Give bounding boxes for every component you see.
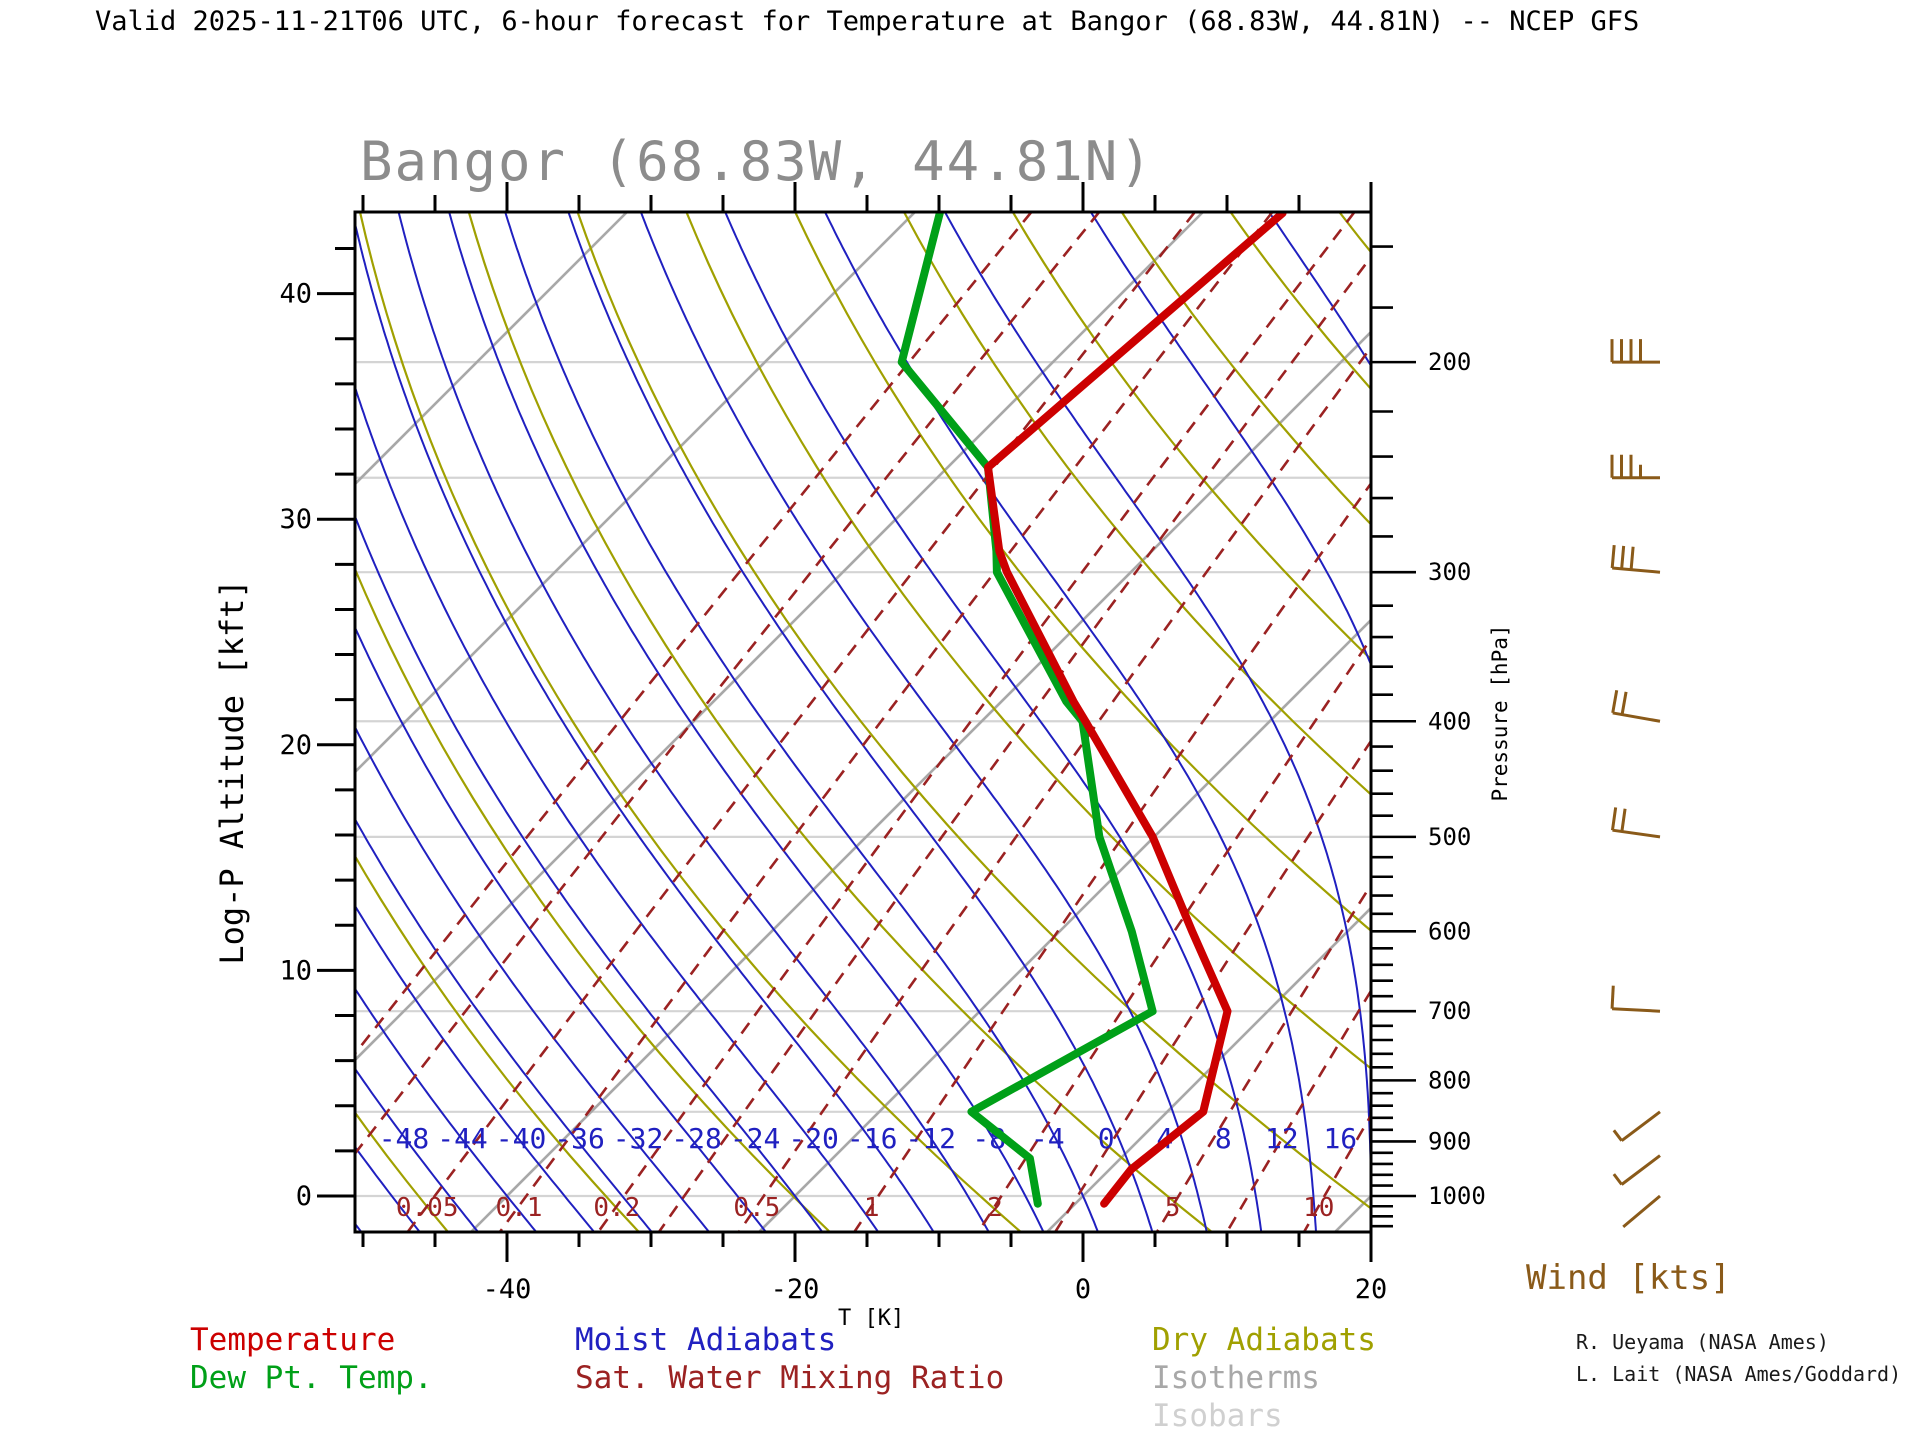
svg-text:0.05: 0.05 <box>396 1193 459 1223</box>
mixing-ratio-lines <box>355 212 1371 1232</box>
svg-text:0.2: 0.2 <box>593 1193 640 1223</box>
moist-adiabat-lines <box>355 212 1371 1232</box>
svg-text:10: 10 <box>279 955 312 986</box>
wind-barb-700 <box>1610 985 1661 1013</box>
svg-text:-36: -36 <box>554 1122 605 1155</box>
credit-line-2: L. Lait (NASA Ames/Goddard) <box>1576 1362 1902 1386</box>
svg-text:800: 800 <box>1428 1066 1471 1094</box>
wind-barb-1000 <box>1622 1194 1661 1229</box>
svg-text:8: 8 <box>1215 1122 1232 1155</box>
wind-barb-200 <box>1610 339 1660 364</box>
svg-text:2: 2 <box>987 1193 1003 1223</box>
svg-text:12: 12 <box>1265 1122 1299 1155</box>
svg-text:-32: -32 <box>613 1122 664 1155</box>
right-axis-label: Pressure [hPa] <box>1488 624 1512 802</box>
isobar-lines <box>355 361 1371 1198</box>
wind-barb-925 <box>1612 1154 1661 1186</box>
legend-entry-dew-pt-temp: Dew Pt. Temp. <box>190 1360 433 1396</box>
svg-text:30: 30 <box>279 504 312 535</box>
svg-text:-4: -4 <box>1031 1122 1065 1155</box>
temperature-trace <box>984 212 1287 1208</box>
svg-text:-40: -40 <box>483 1274 532 1305</box>
svg-text:0.1: 0.1 <box>495 1193 542 1223</box>
left-axis-label: Log-P Altitude [kft] <box>213 579 251 965</box>
svg-text:-28: -28 <box>671 1122 722 1155</box>
svg-text:-24: -24 <box>730 1122 781 1155</box>
wind-units-label: Wind [kts] <box>1526 1258 1731 1298</box>
chart-title: Bangor (68.83W, 44.81N) <box>360 130 1154 193</box>
legend-entry-temperature: Temperature <box>190 1322 396 1358</box>
legend-entry-sat-water-mixing-ratio: Sat. Water Mixing Ratio <box>575 1360 1005 1396</box>
isotherm-lines <box>355 212 1371 1232</box>
svg-text:-20: -20 <box>771 1274 820 1305</box>
axes: 0102030402003004005006007008009001000-40… <box>279 182 1486 1305</box>
svg-text:-20: -20 <box>788 1122 839 1155</box>
legend-entry-isotherms: Isotherms <box>1152 1360 1320 1396</box>
svg-text:600: 600 <box>1428 917 1471 945</box>
wind-barb-250 <box>1610 454 1660 480</box>
svg-text:1000: 1000 <box>1428 1182 1486 1210</box>
svg-text:10: 10 <box>1303 1193 1334 1223</box>
svg-text:-40: -40 <box>496 1122 547 1155</box>
wind-barb-300 <box>1610 544 1661 574</box>
svg-text:0.5: 0.5 <box>733 1193 780 1223</box>
svg-text:-48: -48 <box>379 1122 430 1155</box>
svg-text:-16: -16 <box>847 1122 898 1155</box>
sounding-traces <box>897 212 1287 1208</box>
inline-line-labels: -48 -44 -40 -36 -32 -28 -24 -20 -16 -12 -8 -4 0 4 8 12 1… <box>379 1122 1357 1223</box>
svg-text:16: 16 <box>1323 1122 1357 1155</box>
svg-text:-44: -44 <box>437 1122 488 1155</box>
legend-entry-isobars: Isobars <box>1152 1398 1283 1434</box>
svg-text:200: 200 <box>1428 348 1471 376</box>
page-title: Valid 2025-11-21T06 UTC, 6-hour forecast… <box>95 6 1640 37</box>
credit-line-1: R. Ueyama (NASA Ames) <box>1576 1330 1829 1354</box>
wind-barb-400 <box>1611 690 1661 723</box>
svg-text:20: 20 <box>279 730 312 761</box>
legend-entry-dry-adiabats: Dry Adiabats <box>1152 1322 1376 1358</box>
svg-text:20: 20 <box>1355 1274 1388 1305</box>
svg-text:900: 900 <box>1428 1127 1471 1155</box>
svg-text:40: 40 <box>279 279 312 310</box>
svg-text:0: 0 <box>296 1181 312 1212</box>
svg-text:400: 400 <box>1428 707 1471 735</box>
svg-text:5: 5 <box>1165 1193 1181 1223</box>
dry-adiabat-lines <box>355 212 1371 1232</box>
svg-text:-12: -12 <box>905 1122 956 1155</box>
svg-text:300: 300 <box>1428 558 1471 586</box>
wind-barbs <box>1610 339 1661 1229</box>
x-axis-label: T [K] <box>838 1306 905 1331</box>
wind-barb-850 <box>1612 1110 1661 1142</box>
svg-text:1: 1 <box>864 1193 880 1223</box>
wind-barb-500 <box>1610 807 1661 839</box>
legend-entry-moist-adiabats: Moist Adiabats <box>575 1322 837 1358</box>
svg-text:700: 700 <box>1428 997 1471 1025</box>
svg-text:500: 500 <box>1428 823 1471 851</box>
svg-text:0: 0 <box>1098 1122 1115 1155</box>
svg-text:0: 0 <box>1075 1274 1091 1305</box>
